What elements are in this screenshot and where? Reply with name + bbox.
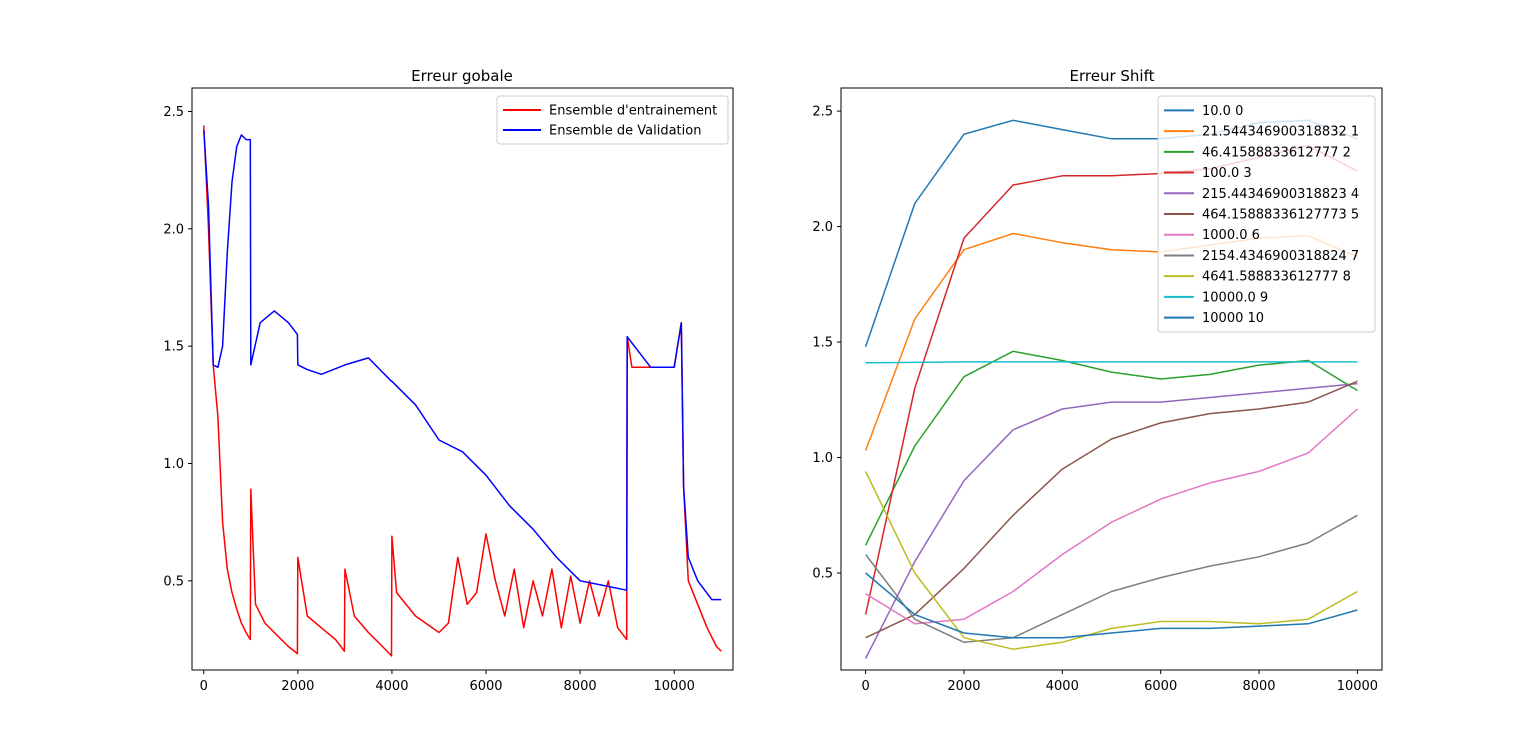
x-tick-label: 4000 [375, 679, 408, 694]
legend: 10.0 0 21.544346900318832 1 46.41588833612… [1157, 95, 1376, 333]
chart-title: Erreur gobale [411, 67, 513, 85]
chart-erreur-shift: Erreur Shift 0 2000 4000 6000 8000 10000 0.5 1… [812, 67, 1383, 694]
plot-lines [203, 125, 722, 657]
legend: Ensemble d'entrainement Ensemble de Valid… [496, 95, 729, 145]
y-tick-label: 2.0 [812, 220, 833, 235]
series-line-9 [865, 361, 1358, 364]
x-tick-label: 8000 [564, 679, 597, 694]
y-tick-label: 0.5 [163, 574, 184, 589]
legend-label: 21.544346900318832 1 [1202, 125, 1359, 140]
series-line-10 [865, 572, 1358, 639]
legend-label: 2154.4346900318824 7 [1202, 249, 1359, 264]
legend-label: 10000 10 [1202, 311, 1264, 326]
legend-label: 1000.0 6 [1202, 228, 1260, 243]
y-tick-label: 0.5 [812, 567, 833, 582]
series-line-4 [864, 382, 1358, 659]
x-tick-label: 10000 [654, 679, 695, 694]
series-line-8 [864, 471, 1358, 650]
legend-label: 10000.0 9 [1202, 290, 1268, 305]
series-line-6 [865, 408, 1358, 625]
legend-box [1157, 95, 1376, 333]
y-axis: 0.5 1.0 1.5 2.0 2.5 [812, 105, 841, 582]
series-line-7 [865, 514, 1358, 644]
series-line-1 [203, 130, 722, 601]
y-tick-label: 1.5 [812, 336, 833, 351]
legend-label: 10.0 0 [1202, 104, 1243, 119]
legend-label: Ensemble de Validation [549, 124, 701, 139]
y-tick-label: 2.5 [812, 105, 833, 120]
x-tick-label: 0 [861, 679, 869, 694]
y-axis: 0.5 1.0 1.5 2.0 2.5 [163, 105, 192, 589]
plot-frame [840, 87, 1383, 671]
x-axis: 0 2000 4000 6000 8000 10000 [861, 670, 1378, 694]
x-tick-label: 0 [200, 679, 208, 694]
legend-box [496, 95, 729, 145]
x-axis: 0 2000 4000 6000 8000 10000 [200, 670, 695, 694]
x-tick-label: 2000 [947, 679, 980, 694]
series-line-2 [864, 350, 1358, 546]
y-tick-label: 2.0 [163, 222, 184, 237]
x-tick-label: 6000 [1144, 679, 1177, 694]
x-tick-label: 10000 [1337, 679, 1378, 694]
chart-title: Erreur Shift [1070, 67, 1155, 85]
legend-label: 46.41588833612777 2 [1202, 145, 1351, 160]
plot-frame [191, 87, 734, 671]
x-tick-label: 4000 [1046, 679, 1079, 694]
y-tick-label: 1.5 [163, 340, 184, 355]
y-tick-label: 2.5 [163, 105, 184, 120]
y-tick-label: 1.0 [163, 457, 184, 472]
x-tick-label: 2000 [281, 679, 314, 694]
y-tick-label: 1.0 [812, 451, 833, 466]
x-tick-label: 6000 [469, 679, 502, 694]
legend-label: Ensemble d'entrainement [549, 104, 717, 119]
legend-label: 100.0 3 [1202, 166, 1252, 181]
legend-label: 215.44346900318823 4 [1202, 187, 1359, 202]
chart-erreur-gobale: Erreur gobale 0 2000 4000 6000 8000 10000 0.5… [163, 67, 734, 694]
x-tick-label: 8000 [1242, 679, 1275, 694]
series-line-5 [865, 380, 1358, 639]
legend-label: 4641.588833612777 8 [1202, 270, 1351, 285]
legend-label: 464.15888336127773 5 [1202, 208, 1359, 223]
